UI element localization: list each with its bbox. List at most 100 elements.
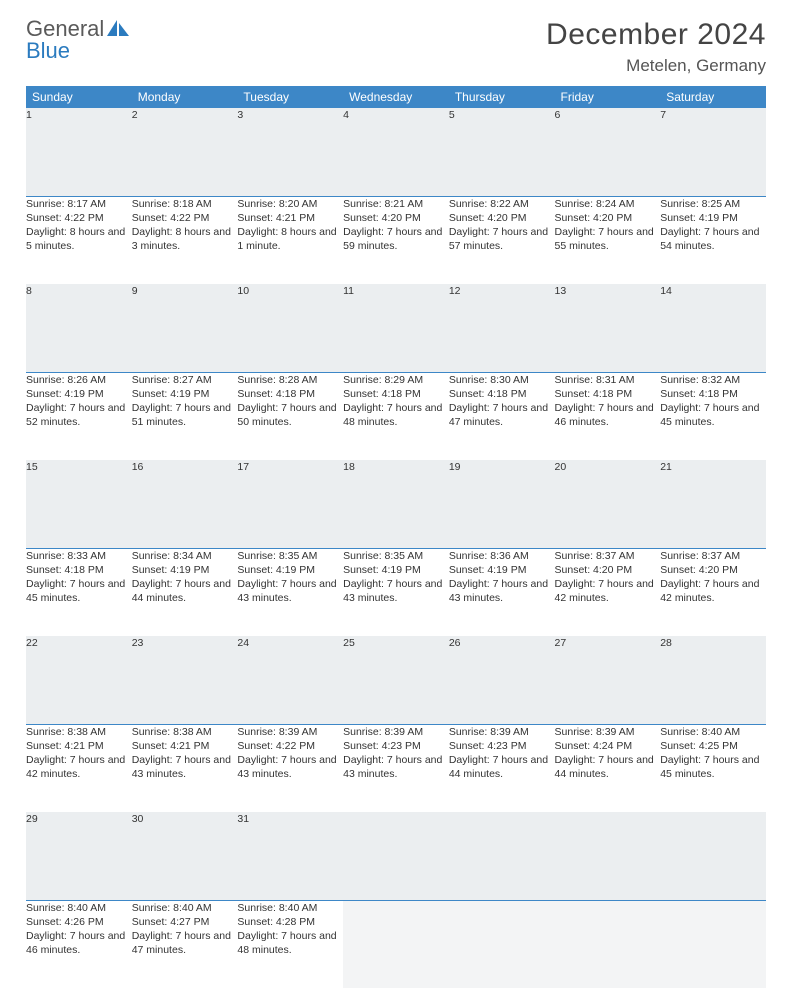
sunrise-text: Sunrise: 8:29 AM: [343, 373, 449, 387]
day-number-row: 29 3031: [26, 812, 766, 900]
day-number-cell: 30: [132, 812, 238, 900]
day-number: 8: [26, 285, 32, 297]
day-number-cell: [660, 812, 766, 900]
day-number-cell: 8: [26, 284, 132, 372]
daylight-text: Daylight: 7 hours and 57 minutes.: [449, 225, 555, 253]
day-info-cell: Sunrise: 8:20 AMSunset: 4:21 PMDaylight:…: [237, 196, 343, 284]
day-info-cell: [660, 900, 766, 988]
day-info-cell: Sunrise: 8:22 AMSunset: 4:20 PMDaylight:…: [449, 196, 555, 284]
day-info-cell: Sunrise: 8:27 AMSunset: 4:19 PMDaylight:…: [132, 372, 238, 460]
day-number: 22: [26, 637, 38, 649]
day-number: 14: [660, 285, 672, 297]
daylight-text: Daylight: 7 hours and 54 minutes.: [660, 225, 766, 253]
sunrise-text: Sunrise: 8:38 AM: [132, 725, 238, 739]
sunset-text: Sunset: 4:18 PM: [555, 387, 661, 401]
sunset-text: Sunset: 4:20 PM: [555, 563, 661, 577]
daylight-text: Daylight: 7 hours and 42 minutes.: [660, 577, 766, 605]
daylight-text: Daylight: 7 hours and 44 minutes.: [449, 753, 555, 781]
col-header: Wednesday: [343, 86, 449, 108]
sunrise-text: Sunrise: 8:22 AM: [449, 197, 555, 211]
day-number: 25: [343, 637, 355, 649]
sunset-text: Sunset: 4:20 PM: [660, 563, 766, 577]
day-number: 29: [26, 813, 38, 825]
day-number-cell: 5: [449, 108, 555, 196]
sunset-text: Sunset: 4:18 PM: [660, 387, 766, 401]
sunrise-text: Sunrise: 8:28 AM: [237, 373, 343, 387]
calendar-table: Sunday Monday Tuesday Wednesday Thursday…: [26, 86, 766, 988]
sunrise-text: Sunrise: 8:26 AM: [26, 373, 132, 387]
day-info-cell: Sunrise: 8:26 AMSunset: 4:19 PMDaylight:…: [26, 372, 132, 460]
daylight-text: Daylight: 7 hours and 43 minutes.: [449, 577, 555, 605]
daylight-text: Daylight: 7 hours and 45 minutes.: [660, 401, 766, 429]
daylight-text: Daylight: 7 hours and 45 minutes.: [26, 577, 132, 605]
sunset-text: Sunset: 4:19 PM: [132, 563, 238, 577]
sunset-text: Sunset: 4:19 PM: [343, 563, 449, 577]
day-info-cell: Sunrise: 8:40 AMSunset: 4:28 PMDaylight:…: [237, 900, 343, 988]
day-info-cell: Sunrise: 8:32 AMSunset: 4:18 PMDaylight:…: [660, 372, 766, 460]
day-info-cell: Sunrise: 8:38 AMSunset: 4:21 PMDaylight:…: [26, 724, 132, 812]
sunset-text: Sunset: 4:18 PM: [449, 387, 555, 401]
day-number-cell: 29: [26, 812, 132, 900]
day-info-cell: [449, 900, 555, 988]
day-number-cell: 18: [343, 460, 449, 548]
day-number-cell: 12: [449, 284, 555, 372]
day-info-cell: Sunrise: 8:24 AMSunset: 4:20 PMDaylight:…: [555, 196, 661, 284]
sunrise-text: Sunrise: 8:40 AM: [132, 901, 238, 915]
sunrise-text: Sunrise: 8:25 AM: [660, 197, 766, 211]
sunset-text: Sunset: 4:19 PM: [449, 563, 555, 577]
sunrise-text: Sunrise: 8:39 AM: [343, 725, 449, 739]
day-number-cell: 11: [343, 284, 449, 372]
sunrise-text: Sunrise: 8:39 AM: [555, 725, 661, 739]
sunset-text: Sunset: 4:20 PM: [343, 211, 449, 225]
sunset-text: Sunset: 4:21 PM: [237, 211, 343, 225]
title-block: December 2024 Metelen, Germany: [546, 18, 766, 76]
day-number-cell: 27: [555, 636, 661, 724]
day-info-row: Sunrise: 8:17 AMSunset: 4:22 PMDaylight:…: [26, 196, 766, 284]
daylight-text: Daylight: 7 hours and 46 minutes.: [26, 929, 132, 957]
daylight-text: Daylight: 7 hours and 47 minutes.: [449, 401, 555, 429]
day-number-cell: 16: [132, 460, 238, 548]
daylight-text: Daylight: 7 hours and 43 minutes.: [343, 577, 449, 605]
day-number: 24: [237, 637, 249, 649]
day-number-cell: 2: [132, 108, 238, 196]
day-info-cell: [555, 900, 661, 988]
sunset-text: Sunset: 4:19 PM: [660, 211, 766, 225]
day-number: 7: [660, 109, 666, 121]
daylight-text: Daylight: 7 hours and 43 minutes.: [237, 577, 343, 605]
day-number: 18: [343, 461, 355, 473]
col-header: Friday: [555, 86, 661, 108]
day-number: 3: [237, 109, 243, 121]
daylight-text: Daylight: 7 hours and 43 minutes.: [132, 753, 238, 781]
day-number-cell: 28: [660, 636, 766, 724]
day-number-row: 15161718192021: [26, 460, 766, 548]
day-info-cell: Sunrise: 8:39 AMSunset: 4:23 PMDaylight:…: [449, 724, 555, 812]
sunrise-text: Sunrise: 8:38 AM: [26, 725, 132, 739]
day-number-cell: 25: [343, 636, 449, 724]
sunrise-text: Sunrise: 8:35 AM: [343, 549, 449, 563]
day-number-cell: 6: [555, 108, 661, 196]
location-subtitle: Metelen, Germany: [546, 56, 766, 76]
day-number: 5: [449, 109, 455, 121]
day-number: 31: [237, 813, 249, 825]
daylight-text: Daylight: 7 hours and 48 minutes.: [237, 929, 343, 957]
sunset-text: Sunset: 4:18 PM: [237, 387, 343, 401]
day-number-cell: 14: [660, 284, 766, 372]
col-header: Monday: [132, 86, 238, 108]
sunrise-text: Sunrise: 8:37 AM: [660, 549, 766, 563]
day-info-row: Sunrise: 8:26 AMSunset: 4:19 PMDaylight:…: [26, 372, 766, 460]
sunset-text: Sunset: 4:22 PM: [26, 211, 132, 225]
day-info-cell: Sunrise: 8:28 AMSunset: 4:18 PMDaylight:…: [237, 372, 343, 460]
daylight-text: Daylight: 7 hours and 51 minutes.: [132, 401, 238, 429]
day-number-cell: 4: [343, 108, 449, 196]
sunrise-text: Sunrise: 8:34 AM: [132, 549, 238, 563]
day-info-cell: Sunrise: 8:31 AMSunset: 4:18 PMDaylight:…: [555, 372, 661, 460]
day-info-row: Sunrise: 8:40 AMSunset: 4:26 PMDaylight:…: [26, 900, 766, 988]
sunrise-text: Sunrise: 8:36 AM: [449, 549, 555, 563]
day-number: 2: [132, 109, 138, 121]
day-number: 27: [555, 637, 567, 649]
logo-text-blue: Blue: [26, 38, 70, 63]
day-number-cell: 31: [237, 812, 343, 900]
day-info-cell: Sunrise: 8:30 AMSunset: 4:18 PMDaylight:…: [449, 372, 555, 460]
sunrise-text: Sunrise: 8:40 AM: [660, 725, 766, 739]
day-number: 6: [555, 109, 561, 121]
